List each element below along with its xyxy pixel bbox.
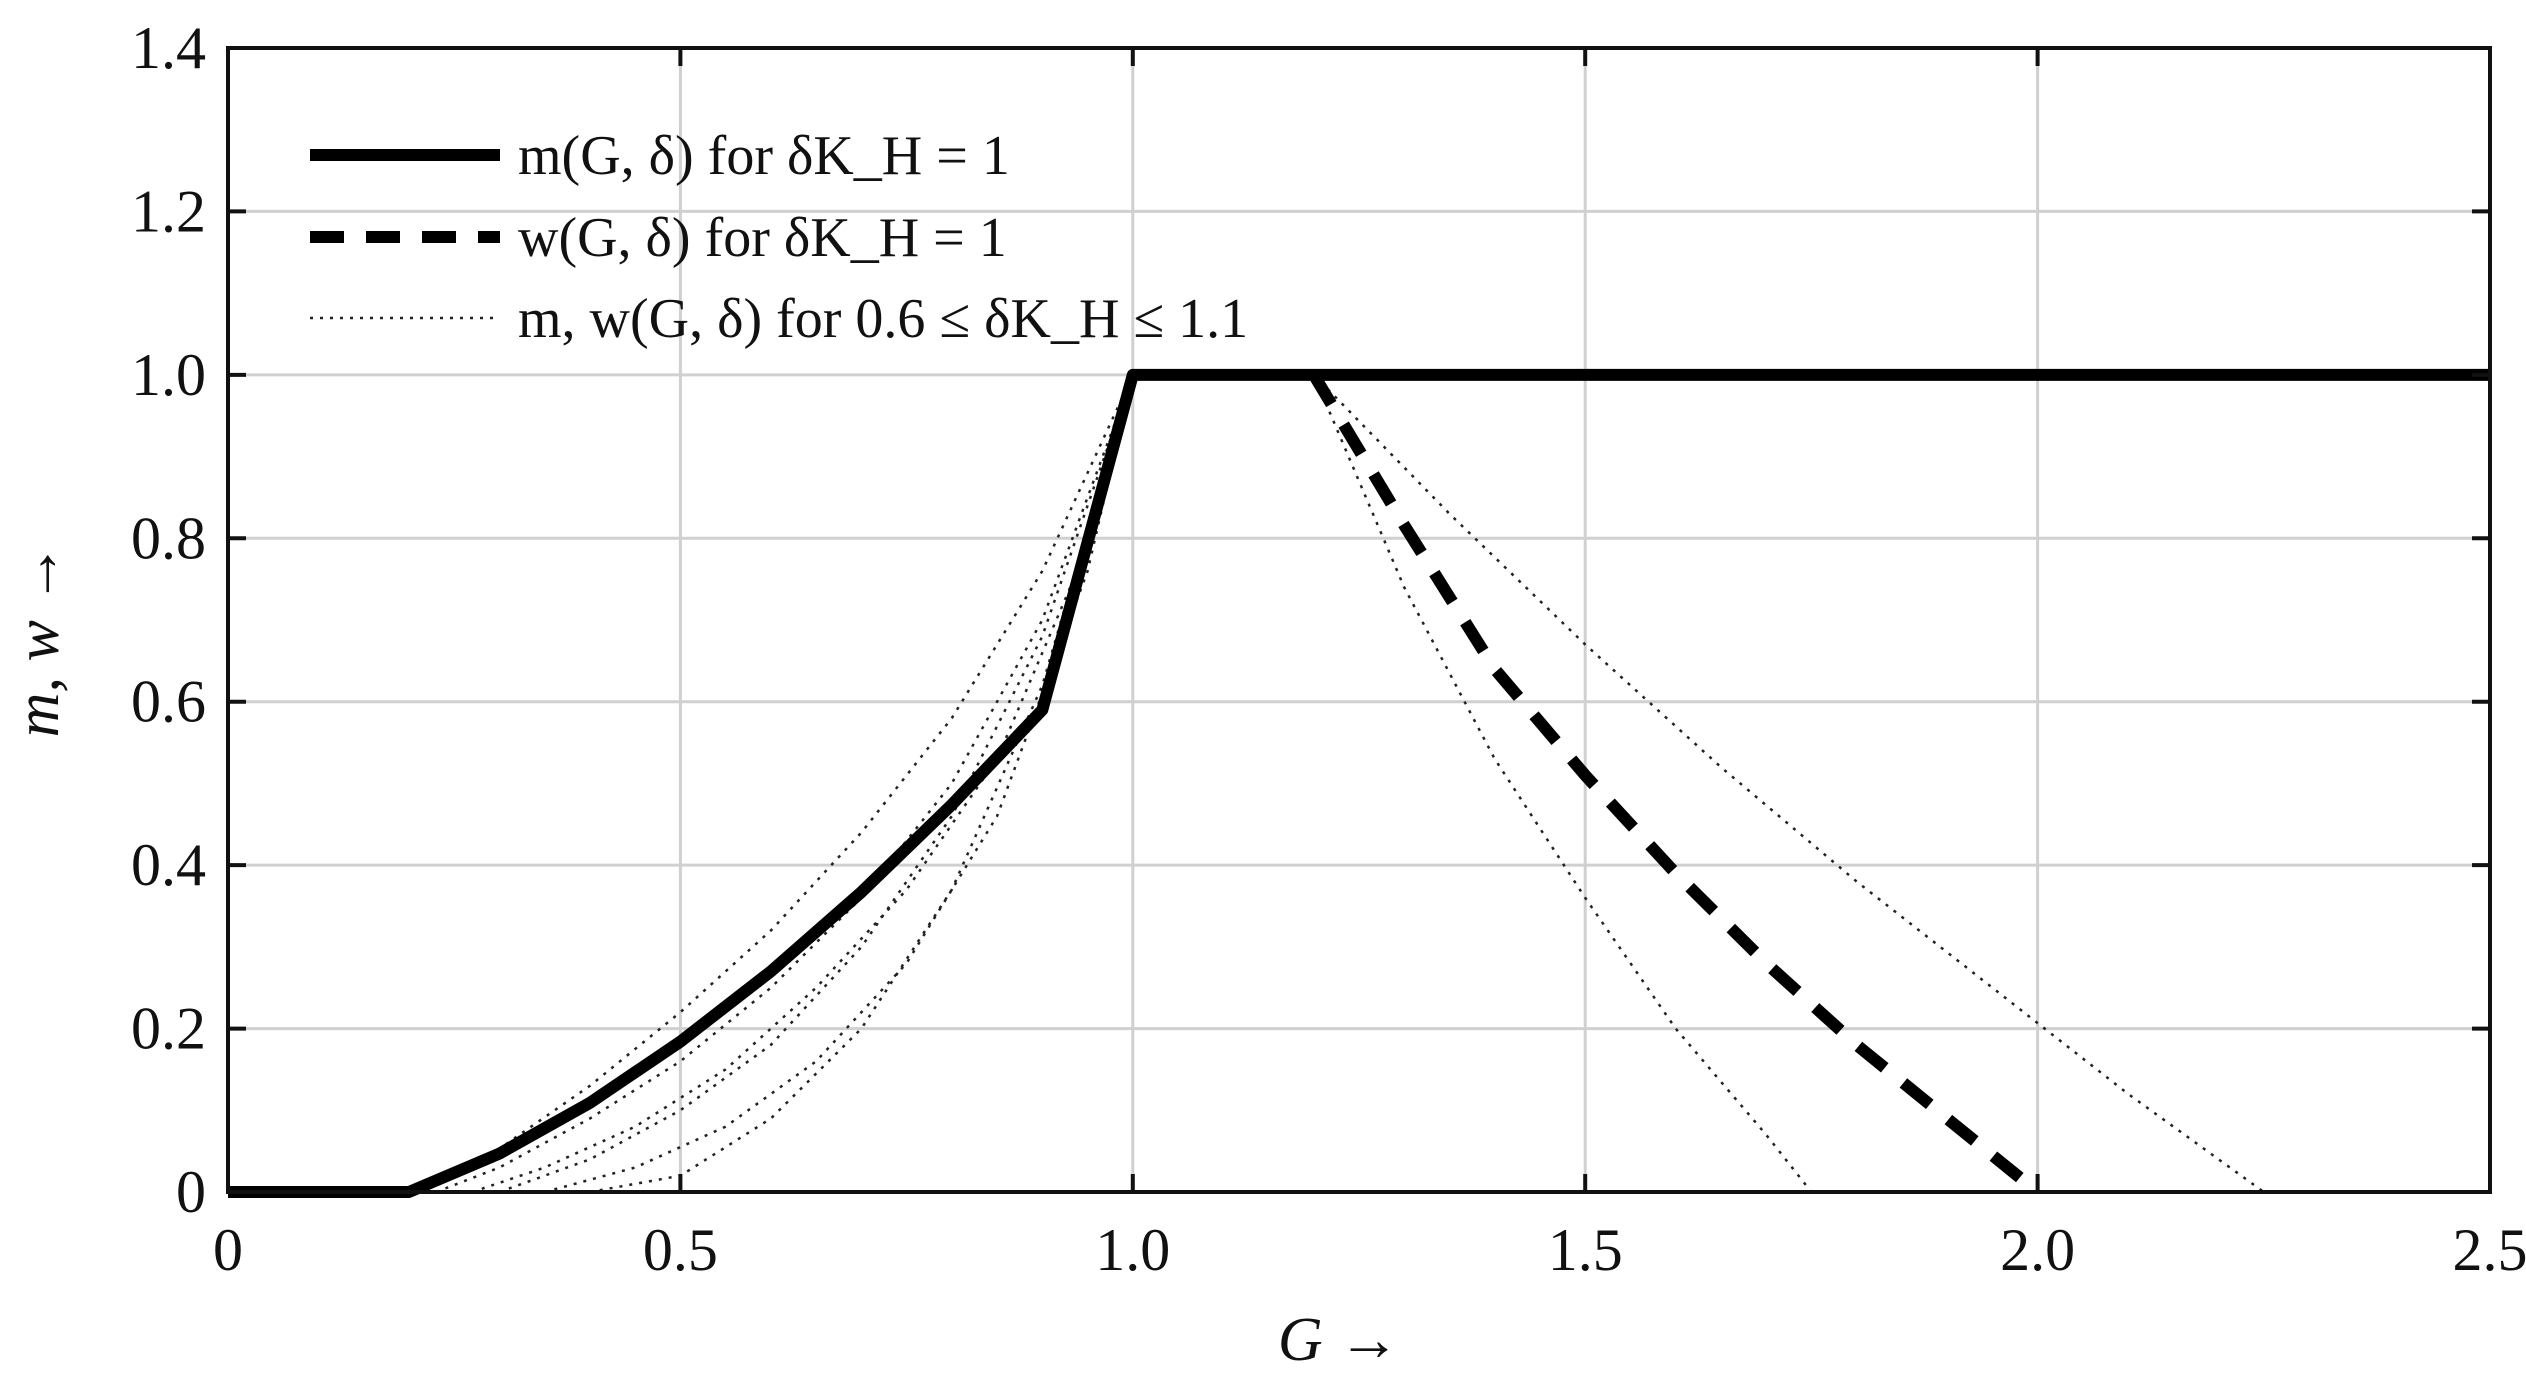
series-line-dotted (435, 374, 1134, 1194)
x-axis-label: G → (1278, 1306, 1400, 1374)
series-line-dashed (1308, 371, 2042, 1197)
legend-entry-range: m, w(G, δ) for 0.6 ≤ δK_H ≤ 1.1 (518, 288, 1248, 350)
series-line-dotted (589, 374, 1135, 1194)
x-tick-label: 0 (213, 1217, 243, 1283)
x-tick-label: 0.5 (643, 1217, 718, 1283)
y-tick-label: 0.4 (131, 832, 206, 898)
series-line-dotted (417, 374, 1134, 1194)
tick-labels: 0 0.5 1.0 1.5 2.0 2.5 0 0.2 0.4 0.6 0.8 1.0 1.2 1.4 (131, 15, 2526, 1283)
legend: m(G, δ) for δK_H = 1 w(G, δ) for δK_H = … (310, 125, 1248, 350)
x-tick-label: 2.5 (2453, 1217, 2526, 1283)
y-tick-label: 1.4 (131, 15, 206, 81)
series-group (228, 368, 2490, 1198)
series-line-dotted (1312, 374, 2265, 1194)
y-tick-label: 1.2 (131, 178, 206, 244)
y-tick-label: 1.0 (131, 342, 206, 408)
x-tick-label: 1.5 (1548, 1217, 1623, 1283)
plot-frame (226, 46, 2492, 1194)
ticks (226, 46, 2492, 1194)
series-line-dotted (498, 374, 1134, 1194)
legend-entry-w: w(G, δ) for δK_H = 1 (518, 207, 1007, 269)
legend-entry-m: m(G, δ) for δK_H = 1 (518, 125, 1010, 187)
x-tick-label: 1.0 (1095, 1217, 1170, 1283)
y-tick-label: 0.2 (131, 996, 206, 1062)
y-tick-label: 0 (176, 1159, 206, 1225)
y-tick-label: 0.8 (131, 505, 206, 571)
y-tick-label: 0.6 (131, 669, 206, 735)
series-line-dotted (1312, 374, 1813, 1193)
series-line-dotted (544, 374, 1135, 1194)
x-tick-label: 2.0 (2000, 1217, 2075, 1283)
y-axis-label: m, w → (4, 543, 72, 738)
series-line-dotted (471, 374, 1135, 1194)
series-line-solid (228, 368, 2490, 1198)
